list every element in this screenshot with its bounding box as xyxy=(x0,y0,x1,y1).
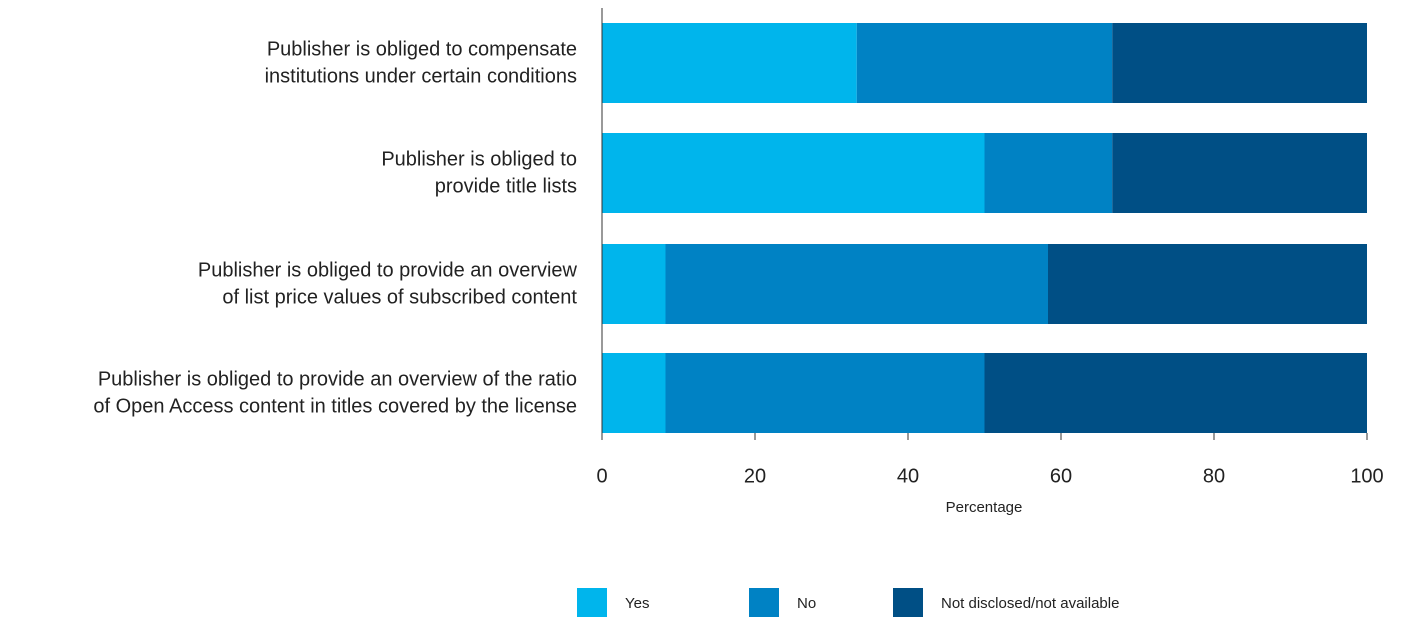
x-tick-label: 60 xyxy=(1050,465,1072,487)
y-tick-label: of Open Access content in titles covered… xyxy=(93,395,577,417)
y-tick-label: Publisher is obliged to xyxy=(381,148,577,170)
x-tick-label: 40 xyxy=(897,465,919,487)
x-tick-label: 80 xyxy=(1203,465,1225,487)
bar-segment xyxy=(984,133,1113,213)
legend-label: Yes xyxy=(625,595,649,612)
legend-label: Not disclosed/not available xyxy=(941,595,1119,612)
y-tick-label: Publisher is obliged to provide an overv… xyxy=(98,368,577,390)
bar-segment xyxy=(1112,23,1367,103)
y-tick-label: institutions under certain conditions xyxy=(265,65,577,87)
bar-segment xyxy=(665,353,985,433)
x-tick-label: 20 xyxy=(744,465,766,487)
legend-swatch xyxy=(749,588,779,617)
y-tick-label: of list price values of subscribed conte… xyxy=(222,286,577,308)
bar-segment xyxy=(1112,133,1367,213)
bar-segment xyxy=(665,244,1048,324)
x-tick-label: 100 xyxy=(1350,465,1383,487)
y-tick-label: Publisher is obliged to compensate xyxy=(267,38,577,60)
bar-segment xyxy=(602,133,985,213)
bar-segment xyxy=(602,23,857,103)
legend-label: No xyxy=(797,595,816,612)
x-axis-label: Percentage xyxy=(946,499,1023,516)
legend-swatch xyxy=(893,588,923,617)
y-tick-label: Publisher is obliged to provide an overv… xyxy=(198,259,578,281)
bar-segment xyxy=(1047,244,1367,324)
x-tick-label: 0 xyxy=(596,465,607,487)
y-tick-label: provide title lists xyxy=(435,175,577,197)
bar-segment xyxy=(984,353,1367,433)
bar-segment xyxy=(602,353,666,433)
bar-segment xyxy=(602,244,666,324)
bar-segment xyxy=(856,23,1113,103)
legend-swatch xyxy=(577,588,607,617)
